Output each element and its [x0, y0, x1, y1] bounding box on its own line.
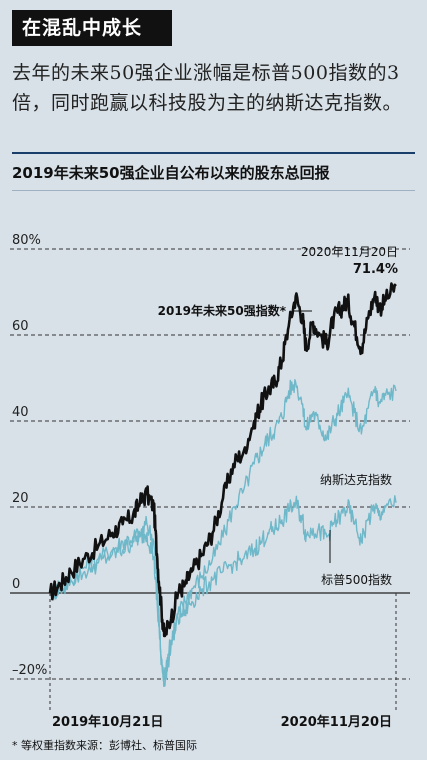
series-label-sp500: 标普500指数: [321, 572, 392, 587]
end-value-label: 71.4%: [353, 262, 398, 277]
y-axis-ticks: 80% 60 40 20 0 –20%: [12, 233, 47, 678]
source-footnote: * 等权重指数来源：彭博社、标普国际: [12, 739, 197, 752]
end-date-label: 2020年11月20日: [301, 245, 398, 259]
x-end-label: 2020年11月20日: [281, 714, 392, 730]
y-tick-label: 80%: [12, 233, 41, 248]
series-label-future50: 2019年未来50强指数*: [158, 303, 287, 318]
chart-title-box: 在混乱中成长: [12, 10, 172, 46]
y-tick-label: 20: [12, 491, 29, 506]
y-tick-label: 0: [12, 577, 20, 592]
lead-text: 去年的未来50强企业涨幅是标普500指数的3倍，同时跑赢以科技股为主的纳斯达克指…: [12, 62, 403, 114]
y-tick-label: 60: [12, 319, 29, 334]
x-start-label: 2019年10月21日: [52, 714, 163, 730]
y-tick-label: 40: [12, 405, 29, 420]
divider-top: [12, 152, 415, 154]
line-sp500: [49, 495, 397, 682]
y-tick-label: –20%: [12, 663, 47, 678]
divider-sub: [12, 190, 415, 191]
series-lines: [48, 282, 397, 687]
chart-subtitle: 2019年未来50强企业自公布以来的股东总回报: [12, 164, 330, 182]
line-nasdaq: [49, 379, 397, 687]
line-future50: [48, 282, 397, 638]
annotations: 2020年11月20日 71.4% 2019年未来50强指数* 纳斯达克指数 标…: [52, 245, 398, 730]
series-label-nasdaq: 纳斯达克指数: [320, 472, 392, 487]
headline: 在混乱中成长: [22, 17, 143, 39]
gridlines: [10, 248, 410, 712]
